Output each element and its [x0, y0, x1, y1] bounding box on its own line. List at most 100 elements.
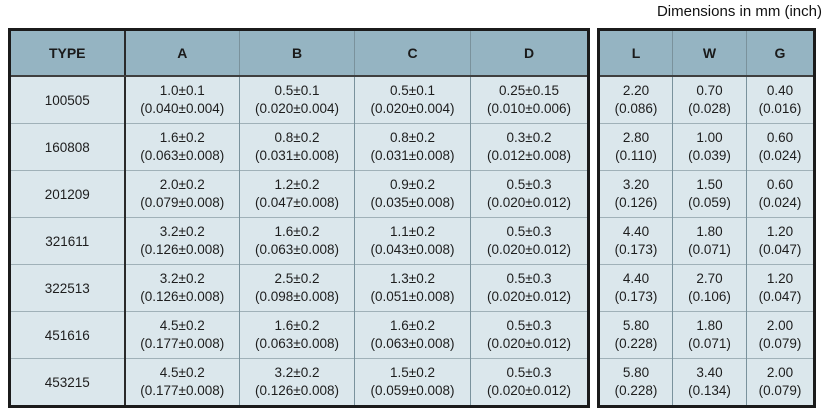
mm-value: 0.60: [766, 177, 794, 192]
dim-b-cell: 1.6±0.2 (0.063±0.008): [239, 217, 355, 265]
inch-value: (0.047): [758, 242, 802, 257]
dim-d-cell: 0.25±0.15 (0.010±0.006): [470, 76, 589, 124]
mm-value: 3.40: [696, 365, 723, 380]
column-header-b: B: [239, 29, 355, 77]
inch-value: (0.031±0.008): [370, 148, 455, 163]
inch-value: (0.086): [614, 101, 658, 116]
dim-l-cell: 5.80 (0.228): [598, 358, 673, 407]
inch-value: (0.071): [688, 336, 731, 351]
inch-value: (0.024): [758, 195, 802, 210]
mm-value: 1.3±0.2: [390, 271, 435, 286]
table-row: 322513 3.2±0.2 (0.126±0.008) 2.5±0.2 (0.09…: [9, 264, 589, 312]
inch-value: (0.020±0.012): [487, 242, 571, 257]
inch-value: (0.134): [688, 383, 731, 398]
mm-value: 0.70: [696, 83, 723, 98]
dim-a-cell: 4.5±0.2 (0.177±0.008): [124, 358, 240, 407]
table-row: 100505 1.0±0.1 (0.040±0.004) 0.5±0.1 (0.02…: [9, 76, 589, 124]
dim-c-cell: 0.5±0.1 (0.020±0.004): [354, 76, 471, 124]
mm-value: 0.9±0.2: [390, 177, 435, 192]
inch-value: (0.126±0.008): [140, 289, 225, 304]
column-header-type: TYPE: [9, 29, 126, 77]
type-cell: 100505: [9, 76, 126, 124]
inch-value: (0.020±0.012): [487, 289, 571, 304]
inch-value: (0.063±0.008): [255, 242, 339, 257]
inch-value: (0.020±0.004): [255, 101, 339, 116]
mm-value: 1.1±0.2: [390, 224, 435, 239]
inch-value: (0.106): [688, 289, 731, 304]
dim-w-cell: 1.80 (0.071): [672, 217, 747, 265]
dim-l-cell: 2.80 (0.110): [598, 123, 673, 171]
table-row: 160808 1.6±0.2 (0.063±0.008) 0.8±0.2 (0.03…: [9, 123, 589, 171]
type-cell: 160808: [9, 123, 126, 171]
dim-l-cell: 5.80 (0.228): [598, 311, 673, 359]
dim-d-cell: 0.3±0.2 (0.012±0.008): [470, 123, 589, 171]
mm-value: 3.2±0.2: [274, 365, 320, 380]
inch-value: (0.110): [615, 148, 657, 163]
dim-a-cell: 3.2±0.2 (0.126±0.008): [124, 264, 240, 312]
type-cell: 322513: [9, 264, 126, 312]
inch-value: (0.020±0.004): [370, 101, 455, 116]
column-header-g: G: [746, 29, 815, 77]
mm-value: 0.5±0.3: [506, 365, 552, 380]
inch-value: (0.126): [614, 195, 658, 210]
right-table-header: L W G: [598, 29, 815, 77]
type-cell: 321611: [9, 217, 126, 265]
inch-value: (0.051±0.008): [370, 289, 455, 304]
table-row: 5.80 (0.228) 3.40 (0.134) 2.00 (0.079): [598, 358, 815, 407]
mm-value: 2.0±0.2: [159, 177, 205, 192]
inch-value: (0.063±0.008): [370, 336, 455, 351]
inch-value: (0.173): [614, 242, 658, 257]
mm-value: 1.0±0.1: [159, 83, 205, 98]
type-cell: 453215: [9, 358, 126, 407]
dim-g-cell: 0.40 (0.016): [746, 76, 815, 124]
inch-value: (0.059±0.008): [370, 383, 455, 398]
inch-value: (0.020±0.012): [487, 336, 571, 351]
page-title: Dimensions in mm (inch): [656, 3, 822, 20]
mm-value: 0.5±0.1: [274, 83, 320, 98]
header-row: TYPE A B C D: [9, 29, 589, 77]
column-header-l: L: [598, 29, 673, 77]
left-table-header: TYPE A B C D: [9, 29, 589, 77]
table-row: 5.80 (0.228) 1.80 (0.071) 2.00 (0.079): [598, 311, 815, 359]
dim-l-cell: 4.40 (0.173): [598, 217, 673, 265]
inch-value: (0.047): [758, 289, 802, 304]
inch-value: (0.035±0.008): [370, 195, 455, 210]
mm-value: 0.5±0.3: [506, 224, 552, 239]
dim-c-cell: 1.1±0.2 (0.043±0.008): [354, 217, 471, 265]
dim-g-cell: 0.60 (0.024): [746, 123, 815, 171]
mm-value: 0.40: [766, 83, 794, 98]
mm-value: 1.2±0.2: [274, 177, 320, 192]
mm-value: 1.20: [766, 271, 794, 286]
table-row: 3.20 (0.126) 1.50 (0.059) 0.60 (0.024): [598, 170, 815, 218]
mm-value: 0.3±0.2: [506, 130, 552, 145]
inch-value: (0.079): [758, 383, 802, 398]
mm-value: 1.80: [696, 318, 723, 333]
dim-a-cell: 3.2±0.2 (0.126±0.008): [124, 217, 240, 265]
inch-value: (0.020±0.012): [487, 195, 571, 210]
inch-value: (0.012±0.008): [487, 148, 571, 163]
dim-a-cell: 1.0±0.1 (0.040±0.004): [124, 76, 240, 124]
table-row: 2.20 (0.086) 0.70 (0.028) 0.40 (0.016): [598, 76, 815, 124]
dim-a-cell: 2.0±0.2 (0.079±0.008): [124, 170, 240, 218]
inch-value: (0.028): [688, 101, 731, 116]
mm-value: 4.5±0.2: [159, 318, 205, 333]
dim-b-cell: 0.5±0.1 (0.020±0.004): [239, 76, 355, 124]
inch-value: (0.177±0.008): [140, 383, 225, 398]
dim-l-cell: 2.20 (0.086): [598, 76, 673, 124]
inch-value: (0.079±0.008): [140, 195, 225, 210]
dimensions-table-left: TYPE A B C D 100505 1.0±0.1 (0.040±0.004)…: [8, 28, 590, 408]
inch-value: (0.126±0.008): [255, 383, 339, 398]
dim-c-cell: 1.6±0.2 (0.063±0.008): [354, 311, 471, 359]
dim-c-cell: 1.3±0.2 (0.051±0.008): [354, 264, 471, 312]
mm-value: 0.5±0.3: [506, 271, 552, 286]
mm-value: 0.60: [766, 130, 794, 145]
mm-value: 0.25±0.15: [499, 83, 559, 98]
inch-value: (0.228): [614, 336, 658, 351]
dim-b-cell: 2.5±0.2 (0.098±0.008): [239, 264, 355, 312]
mm-value: 1.6±0.2: [159, 130, 205, 145]
mm-value: 1.50: [696, 177, 723, 192]
mm-value: 2.00: [766, 365, 794, 380]
inch-value: (0.063±0.008): [255, 336, 339, 351]
mm-value: 2.70: [696, 271, 723, 286]
inch-value: (0.173): [614, 289, 658, 304]
